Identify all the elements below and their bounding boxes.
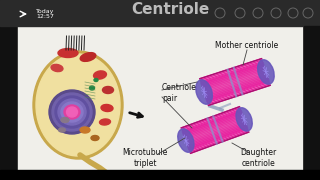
Bar — [18, 26, 302, 174]
Ellipse shape — [61, 118, 69, 123]
Ellipse shape — [94, 78, 98, 82]
Ellipse shape — [100, 119, 110, 125]
Ellipse shape — [196, 80, 212, 104]
Ellipse shape — [91, 136, 99, 141]
Ellipse shape — [49, 90, 95, 134]
Ellipse shape — [58, 99, 86, 125]
Ellipse shape — [58, 48, 78, 57]
Ellipse shape — [80, 53, 96, 61]
Ellipse shape — [90, 86, 94, 90]
Bar — [0, 170, 320, 180]
Text: Today
12:57: Today 12:57 — [36, 9, 54, 19]
Ellipse shape — [59, 128, 66, 132]
Ellipse shape — [236, 108, 252, 131]
Ellipse shape — [61, 102, 83, 122]
Text: Microtubule
triplet: Microtubule triplet — [122, 148, 168, 168]
Ellipse shape — [36, 54, 120, 156]
Ellipse shape — [93, 71, 107, 79]
Ellipse shape — [178, 129, 194, 152]
Text: Centriole
pair: Centriole pair — [162, 83, 197, 103]
Ellipse shape — [55, 96, 89, 128]
Ellipse shape — [80, 127, 90, 133]
Ellipse shape — [258, 60, 274, 84]
Bar — [304, 26, 320, 170]
Ellipse shape — [51, 64, 63, 72]
Ellipse shape — [33, 51, 123, 159]
Ellipse shape — [102, 87, 114, 93]
Text: Daughter
centriole: Daughter centriole — [240, 148, 276, 168]
Text: Mother centriole: Mother centriole — [215, 42, 279, 51]
Text: Centriole: Centriole — [131, 2, 209, 17]
Ellipse shape — [67, 107, 77, 117]
Bar — [0, 0, 320, 26]
Ellipse shape — [101, 104, 113, 112]
Ellipse shape — [52, 93, 92, 131]
Ellipse shape — [64, 105, 80, 119]
